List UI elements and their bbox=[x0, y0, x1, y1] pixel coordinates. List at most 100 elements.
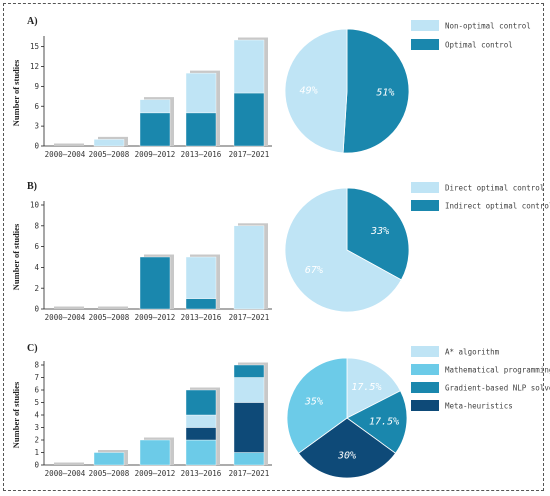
legend-label: Non-optimal control bbox=[445, 22, 531, 31]
pie-slice bbox=[346, 187, 410, 281]
legend-label: A* algorithm bbox=[445, 348, 500, 357]
bar-segment bbox=[139, 439, 171, 466]
y-tick-label: 0 bbox=[34, 142, 39, 151]
legend-swatch bbox=[411, 182, 439, 193]
legend-swatch bbox=[411, 364, 439, 375]
category-label: 2005–2008 bbox=[89, 313, 130, 322]
legend-swatch bbox=[411, 39, 439, 50]
bar-segment bbox=[233, 377, 265, 403]
bar-shadow bbox=[54, 306, 84, 309]
y-axis-label: Number of studies bbox=[11, 381, 21, 448]
y-tick-label: 0 bbox=[34, 305, 39, 314]
panel-label: C) bbox=[27, 343, 38, 354]
bar-segment bbox=[233, 452, 265, 466]
category-label: 2000–2004 bbox=[45, 313, 86, 322]
category-label: 2013–2016 bbox=[181, 469, 222, 478]
bar-shadow bbox=[54, 462, 84, 465]
bar-segment bbox=[233, 39, 265, 94]
bar-segment bbox=[185, 72, 217, 114]
y-tick-label: 15 bbox=[30, 42, 39, 51]
legend-swatch bbox=[411, 400, 439, 411]
legend-label: Meta-heuristics bbox=[445, 402, 513, 411]
pie-slice bbox=[286, 357, 348, 454]
bar-segment bbox=[233, 402, 265, 453]
y-tick-label: 2 bbox=[34, 436, 39, 445]
pie-slice-label: 35% bbox=[304, 397, 323, 408]
legend-label: Direct optimal control bbox=[445, 184, 544, 193]
y-tick-label: 4 bbox=[34, 411, 39, 420]
pie-slice-label: 30% bbox=[337, 451, 356, 462]
y-tick-label: 6 bbox=[34, 242, 39, 251]
y-tick-label: 8 bbox=[34, 361, 39, 370]
y-tick-label: 9 bbox=[34, 82, 39, 91]
legend-label: Indirect optimal control bbox=[445, 202, 550, 211]
legend-label: Mathematical programming bbox=[445, 366, 550, 375]
pie-slice bbox=[297, 417, 397, 479]
category-label: 2013–2016 bbox=[181, 150, 222, 159]
category-label: 2005–2008 bbox=[89, 150, 130, 159]
legend-swatch bbox=[411, 20, 439, 31]
y-tick-label: 0 bbox=[34, 461, 39, 470]
pie-slice bbox=[284, 187, 402, 313]
category-label: 2005–2008 bbox=[89, 469, 130, 478]
bar-segment bbox=[185, 389, 217, 416]
figure-frame bbox=[3, 3, 544, 491]
pie-slice-label: 49% bbox=[300, 85, 318, 96]
pie-slice bbox=[346, 390, 408, 454]
category-label: 2017–2021 bbox=[229, 469, 270, 478]
bar-segment bbox=[139, 112, 171, 147]
y-tick-label: 4 bbox=[34, 263, 39, 272]
category-label: 2009–2012 bbox=[135, 150, 176, 159]
panel-0: A) Number of studies 0 3 6 9 12 15 2000–2004 2005… bbox=[11, 16, 531, 159]
y-tick-label: 10 bbox=[30, 201, 40, 210]
bar-segment bbox=[233, 225, 265, 310]
y-tick-label: 3 bbox=[34, 423, 39, 432]
y-tick-label: 12 bbox=[30, 62, 39, 71]
pie-slice bbox=[342, 28, 410, 154]
y-tick-label: 7 bbox=[34, 373, 39, 382]
category-label: 2000–2004 bbox=[45, 150, 86, 159]
category-label: 2013–2016 bbox=[181, 313, 222, 322]
panel-label: B) bbox=[27, 181, 37, 192]
category-label: 2000–2004 bbox=[45, 469, 86, 478]
legend-label: Gradient-based NLP solvers bbox=[445, 384, 550, 393]
y-axis-label: Number of studies bbox=[11, 59, 21, 126]
y-axis-label: Number of studies bbox=[11, 223, 21, 290]
bar-segment bbox=[139, 99, 171, 114]
bar-segment bbox=[185, 256, 217, 299]
bar-segment bbox=[185, 112, 217, 147]
y-tick-label: 6 bbox=[34, 386, 39, 395]
bar-segment bbox=[185, 298, 217, 310]
y-tick-label: 3 bbox=[34, 122, 39, 131]
bar-segment bbox=[93, 452, 125, 466]
category-label: 2017–2021 bbox=[229, 150, 270, 159]
legend-swatch bbox=[411, 382, 439, 393]
bar-segment bbox=[233, 364, 265, 378]
category-label: 2017–2021 bbox=[229, 313, 270, 322]
panel-1: B) Number of studies 0 2 4 6 8 10 2000–2004 2005–… bbox=[11, 181, 550, 322]
y-tick-label: 5 bbox=[34, 398, 39, 407]
bar-segment bbox=[185, 414, 217, 428]
panel-label: A) bbox=[27, 16, 38, 27]
legend-label: Optimal control bbox=[445, 41, 513, 50]
legend-swatch bbox=[411, 346, 439, 357]
pie-slice bbox=[346, 357, 401, 419]
category-label: 2009–2012 bbox=[135, 469, 176, 478]
bar-segment bbox=[185, 439, 217, 466]
pie-slice-label: 33% bbox=[370, 226, 389, 237]
bar-segment bbox=[185, 427, 217, 441]
pie-slice-label: 17.5% bbox=[351, 382, 381, 393]
category-label: 2009–2012 bbox=[135, 313, 176, 322]
legend-swatch bbox=[411, 200, 439, 211]
bar-shadow bbox=[54, 143, 84, 146]
bar-segment bbox=[139, 256, 171, 310]
pie-slice-label: 67% bbox=[305, 265, 323, 276]
pie-slice-label: 17.5% bbox=[369, 416, 399, 427]
y-tick-label: 6 bbox=[34, 102, 39, 111]
bar-segment bbox=[233, 92, 265, 147]
pie-slice-label: 51% bbox=[376, 88, 394, 99]
bar-shadow bbox=[98, 306, 128, 309]
y-tick-label: 1 bbox=[34, 448, 39, 457]
bar-segment bbox=[93, 139, 125, 147]
